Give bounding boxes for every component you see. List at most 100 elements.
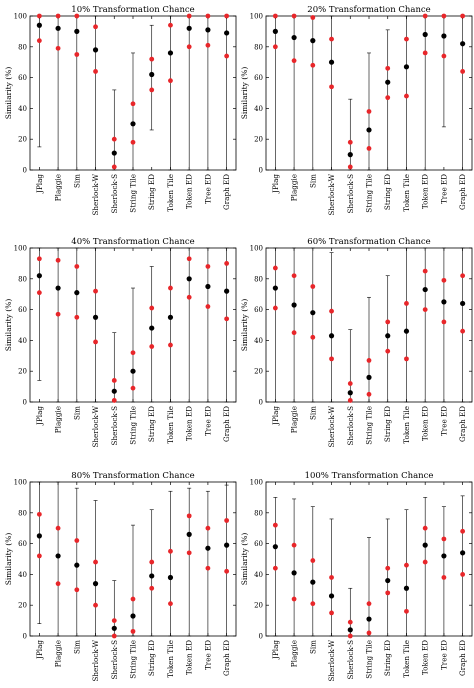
lower-point	[168, 342, 173, 348]
y-tick-label: 80	[18, 43, 27, 51]
y-tick-label: 100	[250, 245, 263, 253]
upper-point	[347, 619, 353, 625]
x-tick-label: String Tile	[129, 640, 138, 679]
mean-point	[167, 314, 174, 320]
upper-point	[168, 22, 173, 28]
x-tick-label: Token ED	[185, 640, 194, 675]
y-tick-label: 20	[254, 602, 263, 610]
mean-point	[310, 310, 316, 316]
y-tick-label: 0	[23, 399, 27, 407]
lower-point	[93, 339, 98, 345]
lower-point	[55, 311, 61, 317]
lower-point	[310, 62, 316, 68]
x-tick-label: Token Tile	[402, 406, 411, 444]
upper-point	[224, 518, 230, 523]
upper-point	[168, 285, 173, 291]
mean-point	[291, 302, 297, 308]
y-tick-label: 0	[23, 167, 27, 175]
x-tick-label: Tree ED	[203, 174, 212, 204]
upper-point	[149, 305, 155, 311]
lower-point	[347, 633, 353, 639]
mean-point	[460, 300, 466, 307]
mean-point	[366, 374, 372, 380]
upper-point	[366, 358, 372, 363]
mean-point	[272, 28, 278, 34]
mean-point	[347, 627, 353, 633]
upper-point	[111, 136, 117, 142]
upper-point	[385, 319, 391, 325]
x-tick-label: Sim	[308, 174, 317, 188]
upper-point	[36, 256, 42, 262]
lower-point	[366, 391, 372, 397]
y-tick-label: 100	[250, 13, 263, 21]
upper-point	[310, 15, 316, 20]
chart-panel: 60% Transformation Chance 0 20 40 60 80 100 Sim…	[240, 237, 473, 448]
y-tick-label: 100	[14, 479, 27, 487]
x-tick-label: Sherlock-W	[91, 405, 100, 447]
mean-point	[92, 47, 99, 53]
y-tick-label: 40	[18, 105, 27, 113]
mean-point	[422, 286, 428, 293]
lower-point	[55, 581, 61, 587]
mean-point	[74, 290, 80, 296]
mean-point	[111, 625, 117, 631]
mean-point	[186, 25, 192, 31]
upper-point	[441, 277, 447, 283]
x-tick-label: JPlag	[35, 174, 44, 194]
mean-point	[55, 25, 61, 31]
chart-title: 80% Transformation Chance	[71, 471, 194, 481]
upper-point	[422, 525, 428, 531]
mean-point	[186, 276, 192, 282]
upper-point	[36, 511, 42, 517]
mean-point	[167, 50, 174, 56]
upper-point	[149, 559, 155, 565]
x-tick-label: Sherlock-S	[346, 640, 355, 680]
y-tick-label: 100	[250, 479, 263, 487]
upper-point	[130, 101, 136, 107]
x-tick-label: Sherlock-S	[346, 406, 355, 446]
x-tick-label: String ED	[147, 406, 156, 442]
x-tick-label: Token ED	[185, 174, 194, 209]
y-tick-label: 80	[18, 509, 27, 517]
x-tick-label: Sherlock-S	[110, 174, 119, 214]
mean-point	[366, 127, 372, 133]
upper-point	[205, 264, 211, 269]
mean-point	[130, 121, 136, 127]
upper-point	[55, 13, 61, 19]
lower-point	[441, 53, 447, 59]
x-tick-label: String ED	[383, 174, 392, 210]
upper-point	[130, 596, 136, 602]
y-axis-label: Similarity (%)	[4, 299, 13, 352]
upper-point	[111, 618, 117, 623]
y-tick-label: 40	[18, 337, 27, 345]
x-tick-label: JPlag	[271, 174, 280, 194]
mean-point	[328, 59, 335, 65]
lower-point	[272, 44, 278, 50]
upper-point	[404, 562, 409, 568]
x-tick-label: Graph ED	[222, 406, 231, 442]
upper-point	[205, 13, 211, 19]
upper-point	[224, 13, 230, 19]
upper-point	[74, 13, 80, 19]
x-tick-label: Plaggie	[290, 406, 299, 433]
mean-point	[205, 283, 211, 290]
x-tick-label: String Tile	[365, 174, 374, 213]
mean-point	[272, 285, 278, 291]
mean-point	[366, 616, 372, 622]
upper-point	[460, 13, 466, 19]
mean-point	[403, 585, 410, 591]
y-tick-label: 60	[18, 540, 27, 548]
mean-point	[149, 325, 155, 331]
upper-point	[74, 538, 80, 543]
mean-point	[328, 593, 335, 599]
mean-point	[149, 573, 155, 579]
x-tick-label: Sim	[72, 640, 81, 654]
mean-point	[149, 71, 155, 78]
lower-point	[111, 398, 117, 403]
lower-point	[186, 550, 192, 556]
x-tick-label: String ED	[383, 640, 392, 676]
x-tick-label: Token Tile	[166, 640, 175, 678]
upper-point	[168, 548, 173, 554]
lower-point	[422, 50, 428, 56]
